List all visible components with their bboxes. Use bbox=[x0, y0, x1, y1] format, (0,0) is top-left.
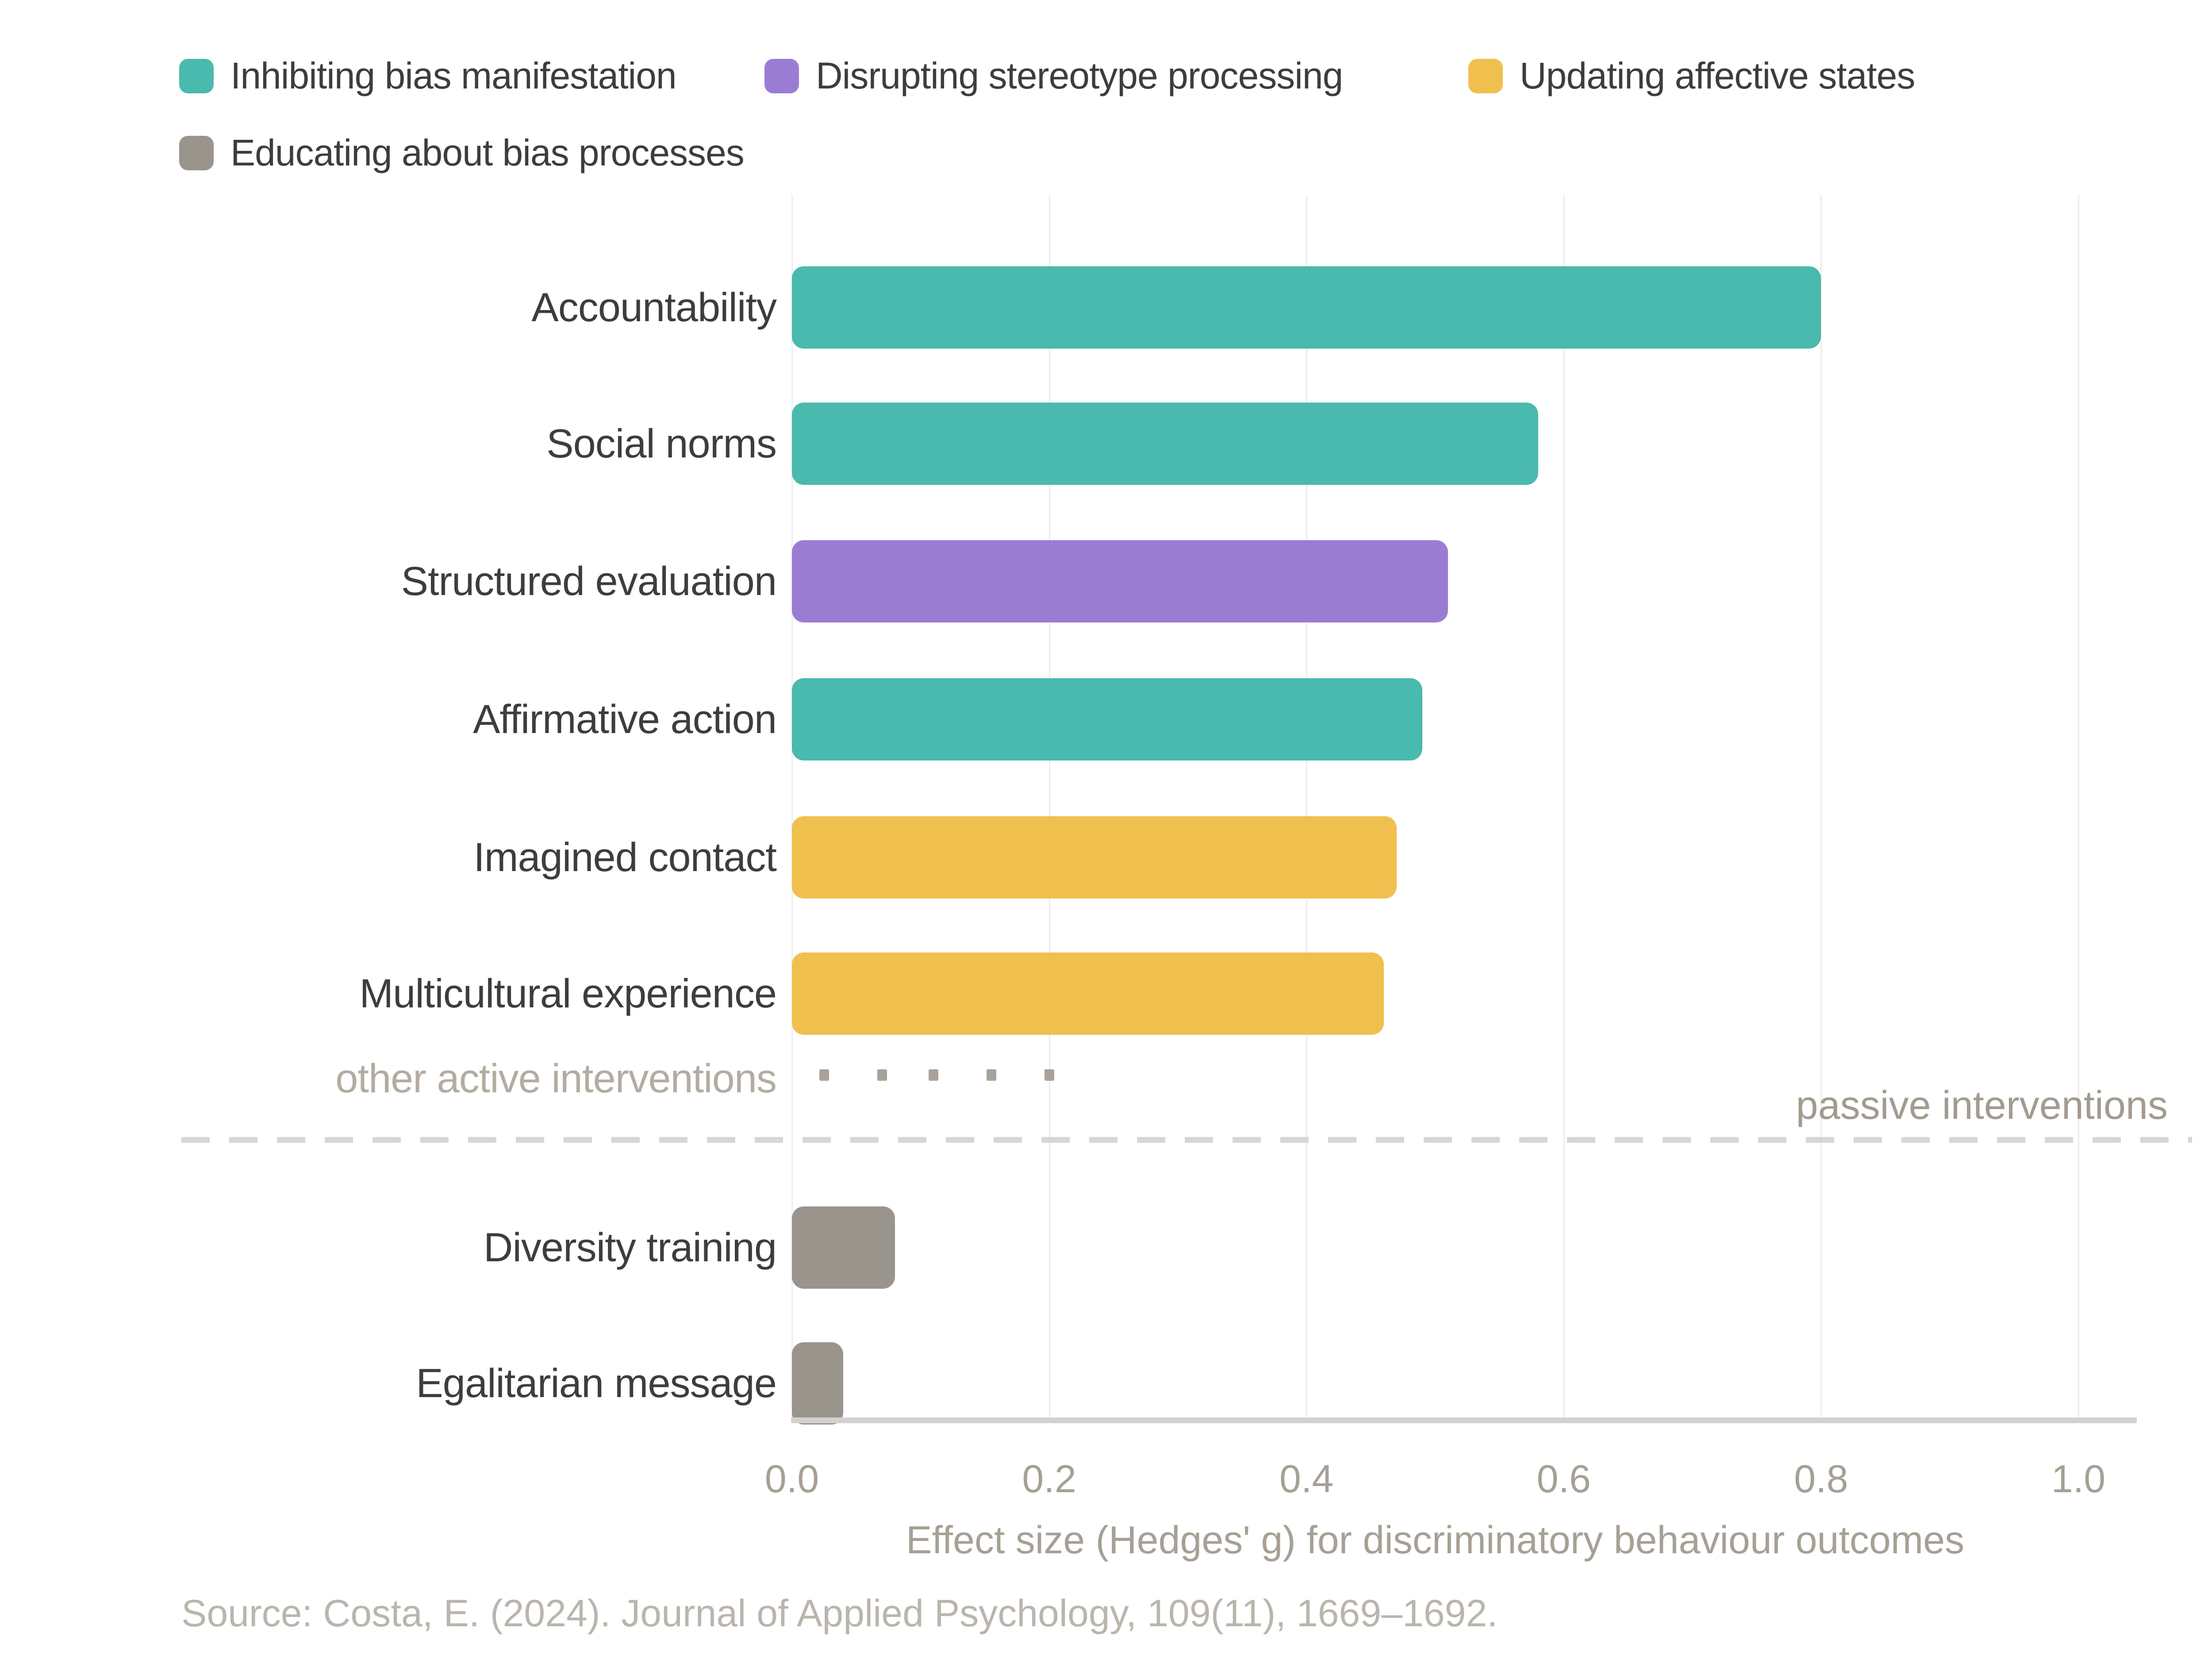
category-label: Social norms bbox=[546, 421, 777, 466]
active-passive-separator bbox=[181, 1137, 2192, 1143]
bar bbox=[792, 678, 1422, 760]
bar bbox=[792, 1206, 895, 1289]
category-label: Structured evaluation bbox=[401, 558, 777, 604]
legend-item-label: Disrupting stereotype processing bbox=[816, 55, 1343, 96]
gridline bbox=[791, 195, 793, 1422]
category-label: Imagined contact bbox=[473, 834, 777, 880]
legend-item: Inhibiting bias manifestation bbox=[179, 54, 677, 97]
legend-item: Educating about bias processes bbox=[179, 131, 745, 174]
category-label: Affirmative action bbox=[473, 696, 777, 742]
x-tick-label: 0.0 bbox=[764, 1457, 819, 1501]
x-tick-label: 1.0 bbox=[2051, 1457, 2106, 1501]
legend-item-label: Educating about bias processes bbox=[230, 132, 745, 173]
category-label: Diversity training bbox=[484, 1225, 777, 1270]
gridline bbox=[1048, 195, 1050, 1422]
dot-marker bbox=[928, 1069, 938, 1081]
legend-swatch bbox=[179, 58, 214, 93]
gridline bbox=[1820, 195, 1822, 1422]
bar bbox=[792, 540, 1448, 622]
category-label: Multicultural experience bbox=[359, 971, 777, 1016]
source-note: Source: Costa, E. (2024). Journal of App… bbox=[181, 1592, 1498, 1635]
dot-marker bbox=[986, 1069, 996, 1081]
x-tick-label: 0.2 bbox=[1022, 1457, 1076, 1501]
gridline bbox=[1306, 195, 1308, 1422]
legend-swatch bbox=[179, 135, 214, 170]
bar bbox=[792, 1342, 843, 1425]
bar bbox=[792, 952, 1384, 1035]
legend-item: Disrupting stereotype processing bbox=[764, 54, 1343, 97]
x-tick-label: 0.4 bbox=[1279, 1457, 1334, 1501]
legend-item-label: Updating affective states bbox=[1520, 55, 1915, 96]
category-label: Egalitarian message bbox=[416, 1360, 777, 1406]
bar bbox=[792, 403, 1538, 485]
bar bbox=[792, 816, 1397, 899]
category-label: Accountability bbox=[531, 284, 777, 330]
x-tick-label: 0.8 bbox=[1794, 1457, 1848, 1501]
dot-marker bbox=[819, 1069, 829, 1081]
gridline bbox=[1563, 195, 1565, 1422]
legend-item: Updating affective states bbox=[1468, 54, 1915, 97]
dot-marker bbox=[877, 1069, 887, 1081]
x-tick-label: 0.6 bbox=[1536, 1457, 1591, 1501]
x-axis-line bbox=[791, 1417, 2137, 1423]
bar bbox=[792, 266, 1821, 349]
legend-swatch bbox=[764, 58, 799, 93]
category-label: other active interventions bbox=[335, 1056, 777, 1101]
legend-item-label: Inhibiting bias manifestation bbox=[230, 55, 677, 96]
legend-swatch bbox=[1468, 58, 1503, 93]
x-axis-label: Effect size (Hedges' g) for discriminato… bbox=[906, 1518, 1965, 1562]
passive-interventions-label: passive interventions bbox=[1796, 1083, 2168, 1128]
dot-marker bbox=[1044, 1069, 1054, 1081]
gridline bbox=[2078, 195, 2079, 1422]
